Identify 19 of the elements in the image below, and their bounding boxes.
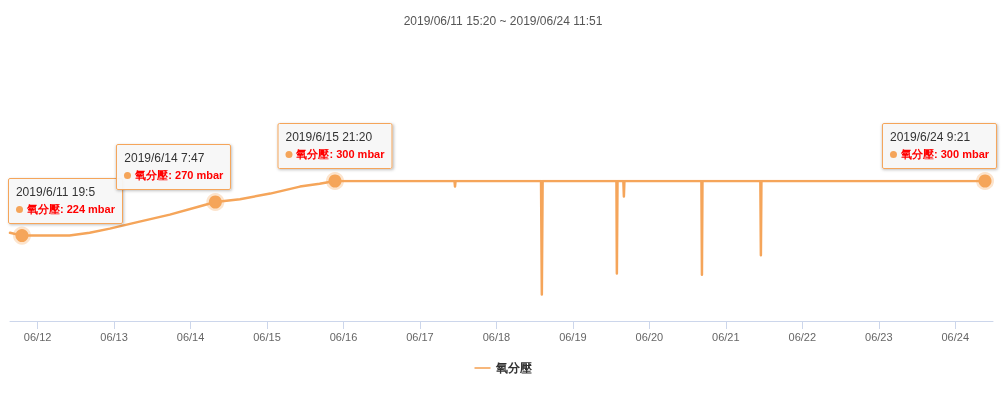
x-tick-label: 06/21 [712, 330, 740, 343]
x-tick-label: 06/15 [253, 330, 281, 343]
x-tick-label: 06/24 [941, 330, 970, 343]
x-tick-label: 06/20 [635, 330, 664, 343]
x-tick-label: 06/12 [23, 330, 52, 343]
x-tick-label: 06/13 [100, 330, 128, 343]
x-tick-label: 06/17 [406, 330, 434, 343]
legend-label: 氧分壓 [494, 361, 533, 375]
annotation: 2019/6/15 21:20 氧分壓: 300 mbar [285, 129, 385, 162]
annotation: 2019/6/14 7:47 氧分壓: 270 mbar [124, 150, 224, 183]
x-tick-label: 06/19 [559, 330, 587, 343]
x-tick-label: 06/22 [788, 330, 817, 343]
x-tick-label: 06/16 [329, 330, 358, 343]
annotation: 2019/6/24 9:21 氧分壓: 300 mbar [890, 129, 990, 162]
annotation: 2019/6/11 19:5 氧分壓: 224 mbar [15, 183, 115, 217]
x-tick-label: 06/18 [482, 330, 511, 343]
x-tick-label: 06/23 [865, 330, 893, 343]
x-tick-label: 06/14 [176, 330, 205, 343]
chart-title: 2019/06/11 15:20 ~ 2019/06/24 11:51 [403, 14, 603, 28]
